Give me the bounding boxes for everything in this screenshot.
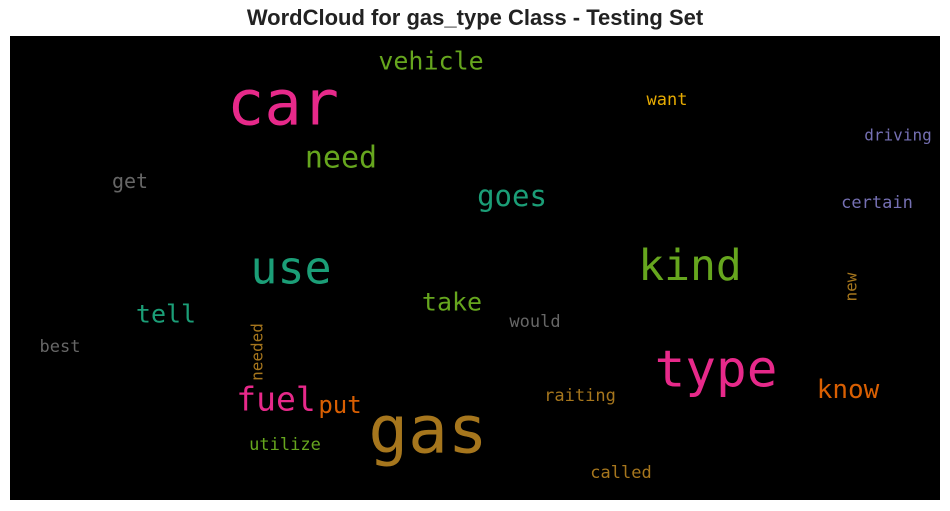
word: vehicle (378, 47, 483, 76)
word: goes (477, 179, 547, 213)
word: know (817, 375, 880, 405)
word: needed (248, 323, 267, 381)
word: type (655, 341, 778, 400)
word: need (305, 141, 377, 176)
word: would (509, 312, 560, 332)
word: use (250, 242, 331, 295)
cloud-background (10, 36, 940, 500)
word: take (422, 288, 482, 317)
word: tell (136, 300, 196, 329)
word: put (318, 391, 361, 419)
word: kind (638, 241, 742, 291)
word: want (647, 90, 688, 110)
word: new (842, 272, 861, 301)
word: fuel (236, 380, 315, 419)
word: car (227, 67, 339, 140)
word: called (590, 463, 651, 483)
word: certain (841, 193, 913, 213)
chart-title: WordCloud for gas_type Class - Testing S… (247, 5, 704, 30)
word: utilize (249, 435, 321, 455)
word: raiting (544, 386, 616, 406)
word: driving (864, 126, 931, 145)
word: best (40, 337, 81, 357)
word: gas (368, 392, 487, 469)
word: get (112, 169, 148, 193)
